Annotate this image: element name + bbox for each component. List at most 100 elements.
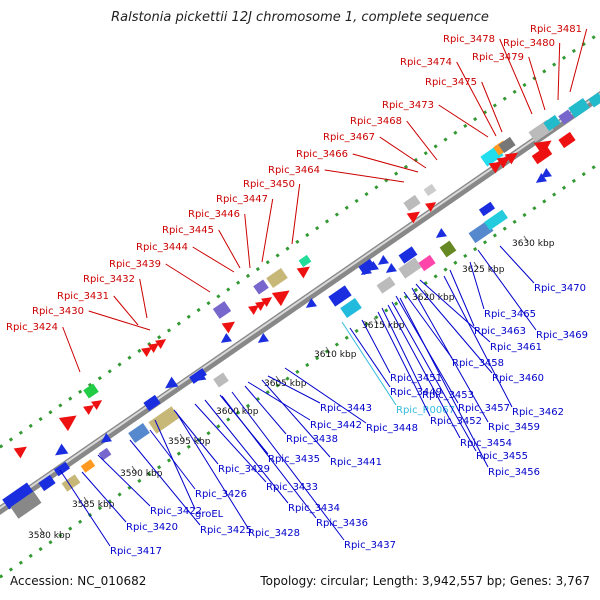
gene-label-groEL: groEL: [195, 509, 224, 520]
leader-Rpic_3428: [175, 411, 249, 529]
gene-box-22: [418, 254, 436, 272]
gene-arrow-24: [220, 333, 232, 343]
scale-label-10: 3625 kbp: [462, 265, 505, 275]
gene-label-Rpic_3420: Rpic_3420: [126, 522, 178, 533]
leader-Rpic_3429: [173, 409, 219, 465]
leader-Rpic_3451: [361, 319, 391, 374]
gene-box-27: [403, 194, 421, 212]
gene-box-11: [143, 394, 161, 412]
map-title: Ralstonia pickettii 12J chromosome 1, co…: [111, 10, 489, 25]
gene-box-21: [398, 257, 422, 279]
gene-box-10: [83, 383, 99, 399]
leader-Rpic_3473: [438, 104, 489, 138]
scale-label-3: 3590 kbp: [120, 469, 163, 479]
gene-arrow-12: [271, 290, 290, 307]
gene-box-34: [558, 109, 574, 125]
dotted-guide-2: [0, 161, 600, 579]
gene-arrow-6: [148, 343, 160, 353]
leader-Rpic_3447: [261, 198, 274, 263]
gene-callouts: Rpic_3424 Rpic_3430 Rpic_3431 Rpic_3432 Rpic…: [6, 24, 588, 557]
gene-arrow-7: [155, 339, 167, 349]
leader-Rpic_3481: [569, 28, 588, 93]
leader-Rpic_R0067: [341, 321, 397, 406]
gene-label-Rpic_3428: Rpic_3428: [248, 528, 300, 539]
gene-label-Rpic_3441: Rpic_3441: [330, 457, 382, 468]
gene-label-Rpic_3481: Rpic_3481: [530, 24, 582, 35]
gene-box-25: [484, 209, 508, 231]
leader-Rpic_3443: [267, 375, 321, 404]
gene-label-Rpic_3463: Rpic_3463: [474, 326, 526, 337]
gene-arrow-2: [58, 415, 77, 432]
gene-label-Rpic_3459: Rpic_3459: [488, 422, 540, 433]
leader-Rpic_3474: [456, 61, 497, 137]
gene-box-5: [61, 474, 81, 492]
gene-arrow-31: [435, 228, 447, 238]
gene-label-Rpic_3446: Rpic_3446: [188, 209, 240, 220]
gene-box-28: [423, 183, 437, 197]
gene-label-Rpic_3460: Rpic_3460: [492, 373, 544, 384]
gene-box-17: [298, 254, 312, 268]
leader-Rpic_3422: [97, 454, 151, 507]
gene-label-Rpic_3442: Rpic_3442: [310, 420, 362, 431]
gene-arrow-29: [377, 255, 389, 265]
leader-Rpic_3432: [139, 278, 148, 319]
gene-box-6: [80, 459, 96, 473]
gene-label-Rpic_3438: Rpic_3438: [286, 434, 338, 445]
leader-Rpic_3441: [261, 379, 331, 458]
gene-arrow-9: [248, 305, 260, 315]
scale-tick-2: [83, 496, 89, 504]
leader-Rpic_3445: [218, 229, 241, 269]
scale-tick-3: [131, 465, 137, 473]
leader-Rpic_3475: [481, 81, 503, 133]
scale-tick-1: [39, 527, 45, 535]
gene-arrow-20: [55, 443, 69, 456]
gene-label-Rpic_3464: Rpic_3464: [268, 165, 320, 176]
scale-label-4: 3595 kbp: [168, 437, 211, 447]
gene-arrow-1: [13, 446, 27, 459]
leader-Rpic_3479: [528, 56, 546, 111]
leader-Rpic_3448: [284, 367, 367, 424]
gene-label-Rpic_3450: Rpic_3450: [243, 179, 295, 190]
gene-label-Rpic_3478: Rpic_3478: [443, 34, 495, 45]
leader-Rpic_3478: [499, 38, 533, 115]
scale-label-5: 3600 kbp: [216, 407, 259, 417]
gene-box-23: [439, 240, 457, 258]
leader-Rpic_3435: [219, 394, 269, 455]
gene-label-Rpic_3424: Rpic_3424: [6, 322, 58, 333]
leader-Rpic_3446: [244, 213, 251, 269]
gene-arrow-25: [257, 333, 269, 343]
gene-label-Rpic_3453: Rpic_3453: [422, 390, 474, 401]
gene-label-Rpic_3456: Rpic_3456: [488, 467, 540, 478]
gene-box-33: [543, 114, 561, 132]
leader-Rpic_3452: [377, 311, 431, 417]
gene-label-Rpic_3417: Rpic_3417: [110, 546, 162, 557]
gene-label-Rpic_3443: Rpic_3443: [320, 403, 372, 414]
scale-tick-11: [523, 235, 529, 243]
leader-Rpic_3420: [81, 471, 127, 523]
gene-box-2: [10, 491, 42, 519]
gene-arrow-3: [83, 405, 95, 415]
gene-box-9: [148, 406, 180, 434]
leader-Rpic_3439: [165, 263, 211, 293]
gene-arrow-8: [221, 321, 235, 334]
gene-arrow-32: [535, 173, 547, 183]
leader-Rpic_3461: [419, 279, 491, 343]
gene-arrow-15: [425, 202, 437, 212]
gene-label-Rpic_3430: Rpic_3430: [32, 306, 84, 317]
gene-label-Rpic_3422: Rpic_3422: [150, 506, 202, 517]
scale-tick-8: [373, 317, 379, 325]
leader-Rpic_3467: [379, 136, 427, 169]
leader-Rpic_3438: [244, 385, 287, 435]
leader-Rpic_3424: [62, 326, 81, 373]
gene-label-Rpic_R0067: Rpic_R0067: [396, 405, 455, 416]
gene-arrow-21: [100, 433, 112, 443]
gene-box-37: [531, 145, 553, 165]
leader-Rpic_3430: [88, 310, 151, 331]
topology-summary: Topology: circular; Length: 3,942,557 bp…: [260, 574, 590, 588]
gene-label-Rpic_3426: Rpic_3426: [195, 489, 247, 500]
gene-label-Rpic_3468: Rpic_3468: [350, 116, 402, 127]
gene-box-8: [128, 422, 150, 444]
scale-label-1: 3580 kbp: [28, 531, 71, 541]
gene-label-Rpic_3480: Rpic_3480: [503, 38, 555, 49]
